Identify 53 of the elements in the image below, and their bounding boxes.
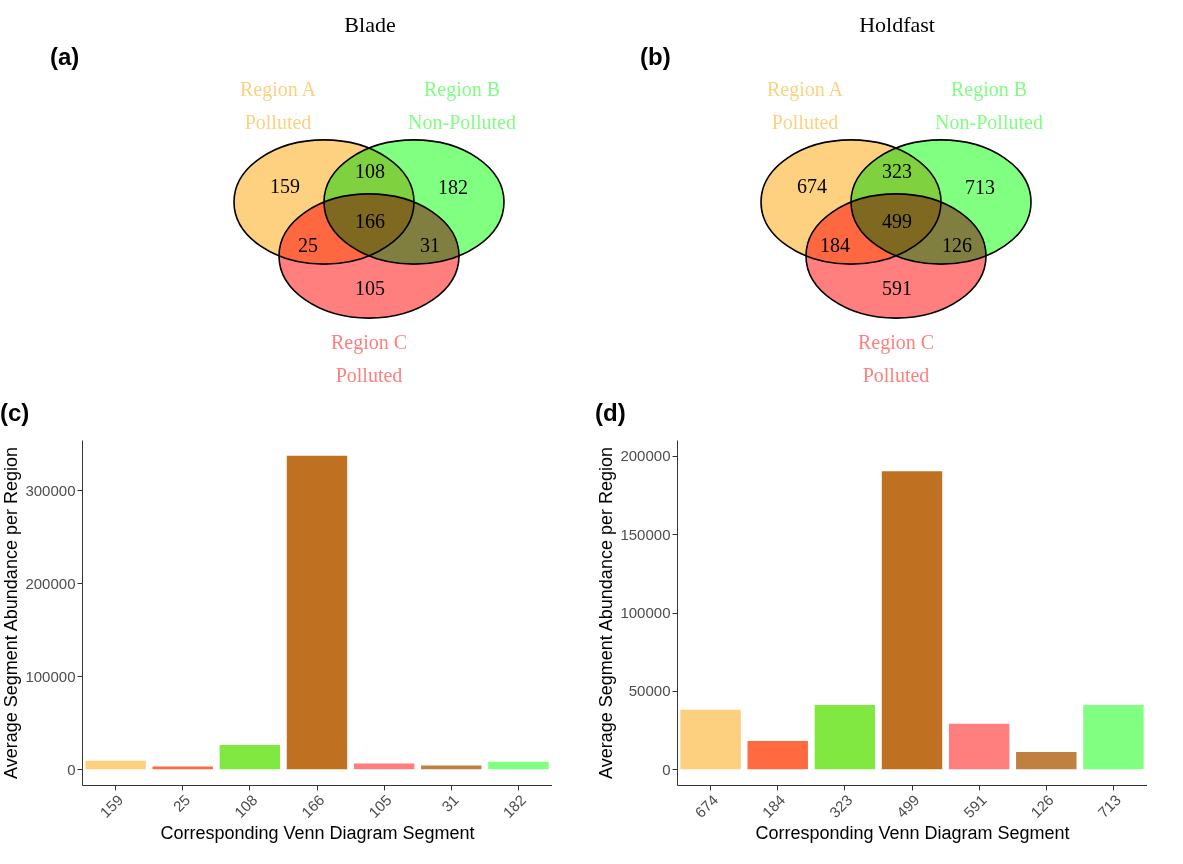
y-axis-title: Average Segment Abundance per Region	[1, 447, 22, 779]
x-tick-label: 166	[297, 791, 328, 821]
text: 674	[797, 175, 827, 197]
y-tick-label: 200000	[25, 574, 76, 592]
text: (c)	[0, 399, 30, 426]
text: 323	[882, 160, 912, 182]
text: 713	[965, 176, 995, 198]
y-tick-label: 100000	[25, 667, 76, 685]
x-tick-label: 499	[892, 791, 923, 821]
text: 31	[420, 234, 440, 256]
x-tick-label: 323	[825, 791, 856, 821]
x-tick-label: 31	[438, 791, 462, 815]
x-axis-title: Corresponding Venn Diagram Segment	[755, 822, 1070, 843]
y-tick-label: 0	[662, 760, 671, 778]
x-tick-label: 25	[169, 791, 194, 815]
y-tick-label: 200000	[620, 447, 671, 465]
x-axis-title: Corresponding Venn Diagram Segment	[160, 822, 475, 843]
text: 499	[882, 210, 912, 232]
legend-label: Region A Polluted	[239, 78, 317, 133]
text: (d)	[595, 399, 626, 426]
text: Blade	[344, 12, 396, 37]
text: 184	[820, 234, 850, 256]
text: (a)	[50, 43, 80, 70]
x-tick-label: 184	[758, 791, 789, 821]
y-tick-label: 0	[67, 760, 76, 778]
y-axis-title: Average Segment Abundance per Region	[596, 447, 617, 779]
text: (b)	[640, 43, 671, 70]
text: 25	[298, 234, 318, 256]
x-tick-label: 105	[365, 791, 395, 821]
y-tick-label: 300000	[25, 481, 76, 499]
x-tick-label: 713	[1094, 791, 1125, 821]
legend-label: Region C Polluted	[330, 331, 408, 386]
y-tick-label: 50000	[628, 682, 671, 700]
text: 166	[355, 210, 385, 232]
x-tick-label: 182	[499, 791, 530, 821]
text: 182	[438, 176, 468, 198]
text: 108	[355, 160, 385, 182]
legend-label: Region B Non-Polluted	[408, 78, 516, 133]
x-tick-label: 126	[1027, 791, 1057, 821]
x-tick-label: 159	[96, 791, 127, 821]
legend-label: Region C Polluted	[857, 331, 935, 386]
text: 159	[270, 175, 300, 197]
x-tick-label: 674	[691, 791, 722, 821]
x-tick-label: 591	[960, 791, 990, 821]
text: Holdfast	[859, 12, 935, 37]
text: 105	[355, 277, 385, 299]
text: 126	[942, 234, 972, 256]
legend-label: Region B Non-Polluted	[935, 78, 1043, 133]
legend-label: Region A Polluted	[766, 78, 844, 133]
x-tick-label: 108	[230, 791, 261, 821]
text: 591	[882, 277, 912, 299]
y-tick-label: 100000	[620, 604, 671, 621]
y-tick-label: 150000	[620, 525, 671, 543]
